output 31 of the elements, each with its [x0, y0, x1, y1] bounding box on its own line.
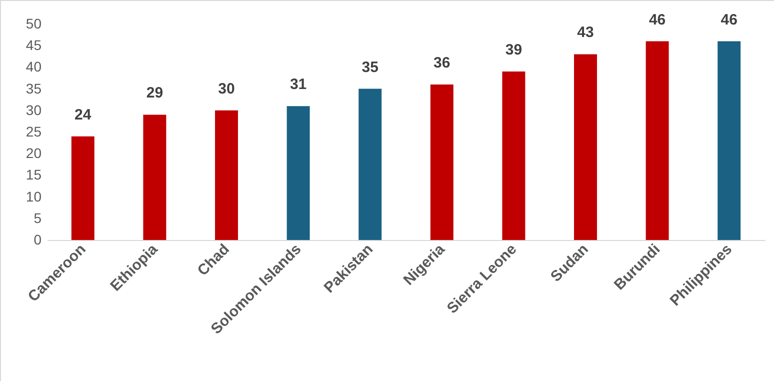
bar	[718, 41, 741, 240]
bar	[574, 54, 597, 240]
y-tick-label: 15	[26, 166, 42, 183]
bar	[358, 88, 382, 240]
bar	[143, 114, 166, 240]
data-label: 46	[720, 11, 738, 28]
y-tick-label: 20	[26, 145, 42, 162]
data-label: 36	[434, 54, 450, 72]
bar	[215, 110, 238, 240]
bar	[286, 106, 310, 240]
y-tick-label: 40	[26, 58, 42, 75]
y-tick-label: 50	[26, 16, 42, 32]
bar	[646, 41, 669, 240]
y-tick-label: 5	[34, 210, 42, 226]
bar	[430, 84, 454, 240]
bar	[71, 136, 94, 240]
data-label: 29	[146, 84, 164, 102]
data-label: 24	[74, 106, 92, 124]
data-label: 43	[577, 24, 594, 42]
y-tick-label: 25	[26, 124, 42, 140]
data-label: 39	[505, 42, 522, 59]
data-label: 35	[362, 58, 378, 76]
y-tick-label: 0	[34, 232, 42, 248]
data-label: 30	[218, 80, 235, 98]
y-tick-label: 10	[26, 188, 42, 204]
data-label: 46	[648, 11, 666, 28]
y-tick-label: 30	[26, 102, 42, 118]
data-label: 31	[290, 76, 307, 94]
y-tick-label: 35	[26, 80, 42, 96]
y-tick-label: 45	[26, 37, 42, 54]
bar	[502, 72, 526, 240]
